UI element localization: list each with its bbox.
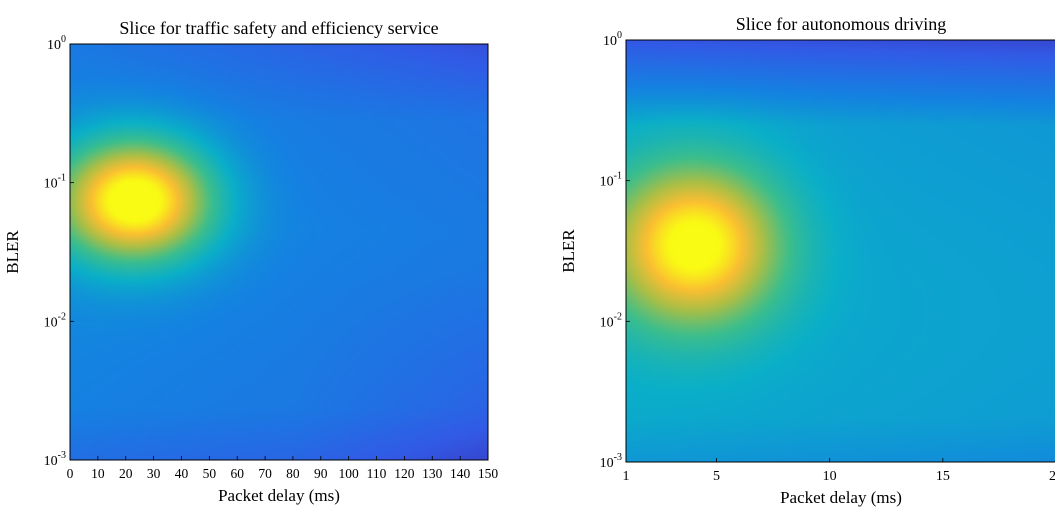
x-tick-label: 120 — [394, 466, 415, 481]
y-axis-label-1: BLER — [3, 230, 22, 274]
x-tick-label: 150 — [478, 466, 499, 481]
chart-title-1: Slice for traffic safety and efficiency … — [119, 18, 438, 38]
x-tick-label: 70 — [258, 466, 272, 481]
y-tick-label: 10-1 — [44, 173, 66, 192]
x-tick-label: 100 — [339, 466, 360, 481]
y-tick-label: 100 — [47, 34, 66, 53]
y-tick-label: 10-2 — [600, 311, 622, 330]
y-tick-label: 10-3 — [600, 452, 622, 471]
x-tick-label: 80 — [286, 466, 300, 481]
x-tick-label: 15 — [936, 469, 950, 484]
x-tick-label: 10 — [823, 469, 837, 484]
x-tick-label: 0 — [67, 466, 74, 481]
x-tick-label: 5 — [713, 469, 720, 484]
x-tick-label: 20 — [119, 466, 133, 481]
x-tick-label: 40 — [175, 466, 189, 481]
y-tick-label: 10-2 — [44, 311, 66, 330]
x-tick-label: 1 — [623, 469, 630, 484]
x-axis-label-1: Packet delay (ms) — [218, 486, 340, 505]
heatmap-panel-1: Slice for traffic safety and efficiency … — [3, 18, 498, 505]
x-tick-label: 10 — [91, 466, 105, 481]
y-tick-label: 10-3 — [44, 450, 66, 469]
chart-title-2: Slice for autonomous driving — [736, 14, 946, 34]
y-axis-label-2: BLER — [559, 229, 578, 273]
x-tick-label: 110 — [367, 466, 387, 481]
x-tick-label: 90 — [314, 466, 328, 481]
heatmap-surface-1 — [70, 44, 488, 460]
x-tick-label: 20 — [1049, 469, 1055, 484]
x-tick-label: 60 — [230, 466, 244, 481]
y-tick-label: 10-1 — [600, 171, 622, 190]
heatmap-panel-2: Slice for autonomous driving1510152010-3… — [559, 14, 1055, 507]
axes-box-1 — [69, 43, 489, 461]
heatmap-surface-2 — [626, 40, 1055, 462]
x-tick-label: 50 — [203, 466, 217, 481]
axes-box-2 — [625, 39, 1055, 463]
x-tick-label: 140 — [450, 466, 471, 481]
x-tick-label: 130 — [422, 466, 443, 481]
x-tick-label: 30 — [147, 466, 161, 481]
y-tick-label: 100 — [603, 30, 622, 49]
x-axis-label-2: Packet delay (ms) — [780, 488, 902, 507]
